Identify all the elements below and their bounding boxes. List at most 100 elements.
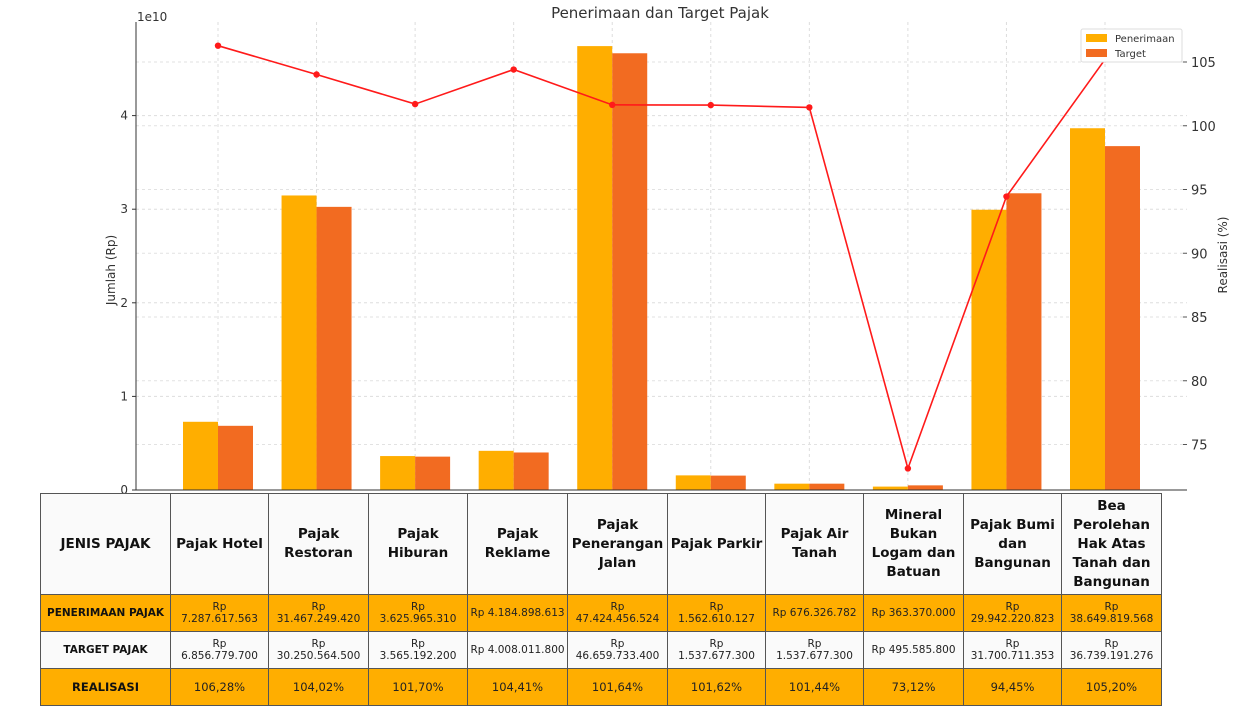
- bar-target: [415, 456, 451, 490]
- table-cell: 94,45%: [963, 668, 1062, 706]
- realisasi-point: [214, 42, 222, 49]
- chart-title: Penerimaan dan Target Pajak: [551, 4, 769, 22]
- bar-target: [316, 206, 352, 490]
- bar-target: [1105, 146, 1140, 491]
- realisasi-point: [806, 104, 813, 111]
- bar-penerimaan: [380, 456, 416, 490]
- table-cell: 101,70%: [368, 668, 468, 706]
- column-header: Pajak Restoran: [268, 493, 369, 595]
- realisasi-point: [313, 71, 320, 78]
- bar-target: [710, 475, 746, 490]
- bar-penerimaan: [774, 483, 810, 490]
- bar-penerimaan: [577, 46, 613, 490]
- table-cell: Rp 29.942.220.823: [963, 594, 1062, 632]
- realisasi-point: [904, 465, 912, 472]
- table-cell: Rp 495.585.800: [863, 631, 964, 669]
- table-cell: Rp 1.537.677.300: [667, 631, 766, 669]
- svg-text:4: 4: [120, 109, 128, 123]
- bar-target: [809, 483, 845, 490]
- svg-text:0: 0: [120, 483, 128, 497]
- row-label: TARGET PAJAK: [40, 631, 171, 669]
- svg-text:80: 80: [1191, 375, 1208, 390]
- table-cell: Rp 46.659.733.400: [567, 631, 668, 669]
- realisasi-point: [1003, 193, 1010, 200]
- table-cell: 73,12%: [863, 668, 964, 706]
- table-row-realisasi: REALISASI 106,28% 104,02% 101,70% 104,41…: [40, 668, 1162, 706]
- legend-swatch-target: [1086, 49, 1107, 57]
- column-header: Pajak Penerangan Jalan: [567, 493, 668, 595]
- bar-target: [1006, 193, 1042, 490]
- header-jenis-pajak: JENIS PAJAK: [40, 493, 171, 595]
- svg-text:95: 95: [1191, 184, 1208, 199]
- table-cell: Rp 4.008.011.800: [467, 631, 568, 669]
- table-cell: Rp 1.562.610.127: [667, 594, 766, 632]
- y2-axis-label: Realisasi (%): [1216, 217, 1230, 294]
- table-cell: Rp 3.565.192.200: [368, 631, 468, 669]
- bar-target: [513, 452, 549, 490]
- column-header: Pajak Hiburan: [368, 493, 468, 595]
- svg-text:90: 90: [1191, 247, 1208, 262]
- table-cell: Rp 6.856.779.700: [170, 631, 269, 669]
- table-cell: 101,44%: [765, 668, 864, 706]
- realisasi-point: [510, 66, 517, 73]
- table-cell: Rp 7.287.617.563: [170, 594, 269, 632]
- legend-swatch-penerimaan: [1086, 34, 1107, 42]
- table-header-row: JENIS PAJAK Pajak Hotel Pajak Restoran P…: [40, 493, 1162, 595]
- column-header: Pajak Parkir: [667, 493, 766, 595]
- bar-penerimaan: [872, 486, 908, 490]
- bar-target: [218, 425, 253, 490]
- column-header: Mineral Bukan Logam dan Batuan: [863, 493, 964, 595]
- table-cell: Rp 1.537.677.300: [765, 631, 864, 669]
- column-header: Bea Perolehan Hak Atas Tanah dan Banguna…: [1061, 493, 1162, 595]
- bar-series: [183, 46, 1140, 491]
- legend-label-penerimaan: Penerimaan: [1115, 34, 1175, 45]
- table-cell: Rp 676.326.782: [765, 594, 864, 632]
- table-cell: 106,28%: [170, 668, 269, 706]
- table-cell: 104,02%: [268, 668, 369, 706]
- bar-target: [612, 53, 648, 491]
- table-cell: Rp 36.739.191.276: [1061, 631, 1162, 669]
- bar-penerimaan: [675, 475, 711, 490]
- legend: Penerimaan Target: [1080, 28, 1183, 63]
- bar-penerimaan: [971, 209, 1007, 490]
- tax-chart: 0 1 2 3 4 75 80 85 90 95 100 105 Penerimaan dan Tar…: [104, 4, 1230, 497]
- svg-text:105: 105: [1191, 56, 1216, 71]
- table-cell: Rp 30.250.564.500: [268, 631, 369, 669]
- svg-text:2: 2: [120, 296, 128, 310]
- column-header: Pajak Hotel: [170, 493, 269, 595]
- bar-penerimaan: [281, 195, 317, 490]
- table-cell: 104,41%: [467, 668, 568, 706]
- table-row-penerimaan: PENERIMAAN PAJAK Rp 7.287.617.563 Rp 31.…: [40, 594, 1162, 632]
- table-cell: Rp 31.700.711.353: [963, 631, 1062, 669]
- svg-text:75: 75: [1191, 439, 1208, 454]
- column-header: Pajak Reklame: [467, 493, 568, 595]
- table-cell: Rp 3.625.965.310: [368, 594, 468, 632]
- table-cell: 101,64%: [567, 668, 668, 706]
- row-label: PENERIMAAN PAJAK: [40, 594, 171, 632]
- realisasi-point: [707, 101, 714, 109]
- column-header: Pajak Air Tanah: [765, 493, 864, 595]
- table-cell: Rp 47.424.456.524: [567, 594, 668, 632]
- bar-penerimaan: [183, 421, 218, 490]
- axes: 0 1 2 3 4 75 80 85 90 95 100 105: [120, 22, 1216, 497]
- row-label: REALISASI: [40, 668, 171, 706]
- realisasi-point: [609, 101, 616, 109]
- table-row-target: TARGET PAJAK Rp 6.856.779.700 Rp 30.250.…: [40, 631, 1162, 669]
- realisasi-line: [214, 42, 1109, 472]
- svg-text:3: 3: [120, 202, 128, 216]
- y-offset-label: 1e10: [137, 10, 167, 24]
- realisasi-point: [411, 100, 419, 108]
- y-axis-label: Jumlah (Rp): [104, 235, 118, 306]
- table-cell: 101,62%: [667, 668, 766, 706]
- table-cell: 105,20%: [1061, 668, 1162, 706]
- svg-text:85: 85: [1191, 311, 1208, 326]
- table-cell: Rp 38.649.819.568: [1061, 594, 1162, 632]
- legend-label-target: Target: [1114, 49, 1146, 60]
- column-header: Pajak Bumi dan Bangunan: [963, 493, 1062, 595]
- table-cell: Rp 363.370.000: [863, 594, 964, 632]
- table-cell: Rp 31.467.249.420: [268, 594, 369, 632]
- tax-table: JENIS PAJAK Pajak Hotel Pajak Restoran P…: [40, 493, 1162, 706]
- svg-text:100: 100: [1191, 120, 1216, 135]
- table-cell: Rp 4.184.898.613: [467, 594, 568, 632]
- bar-target: [907, 485, 943, 490]
